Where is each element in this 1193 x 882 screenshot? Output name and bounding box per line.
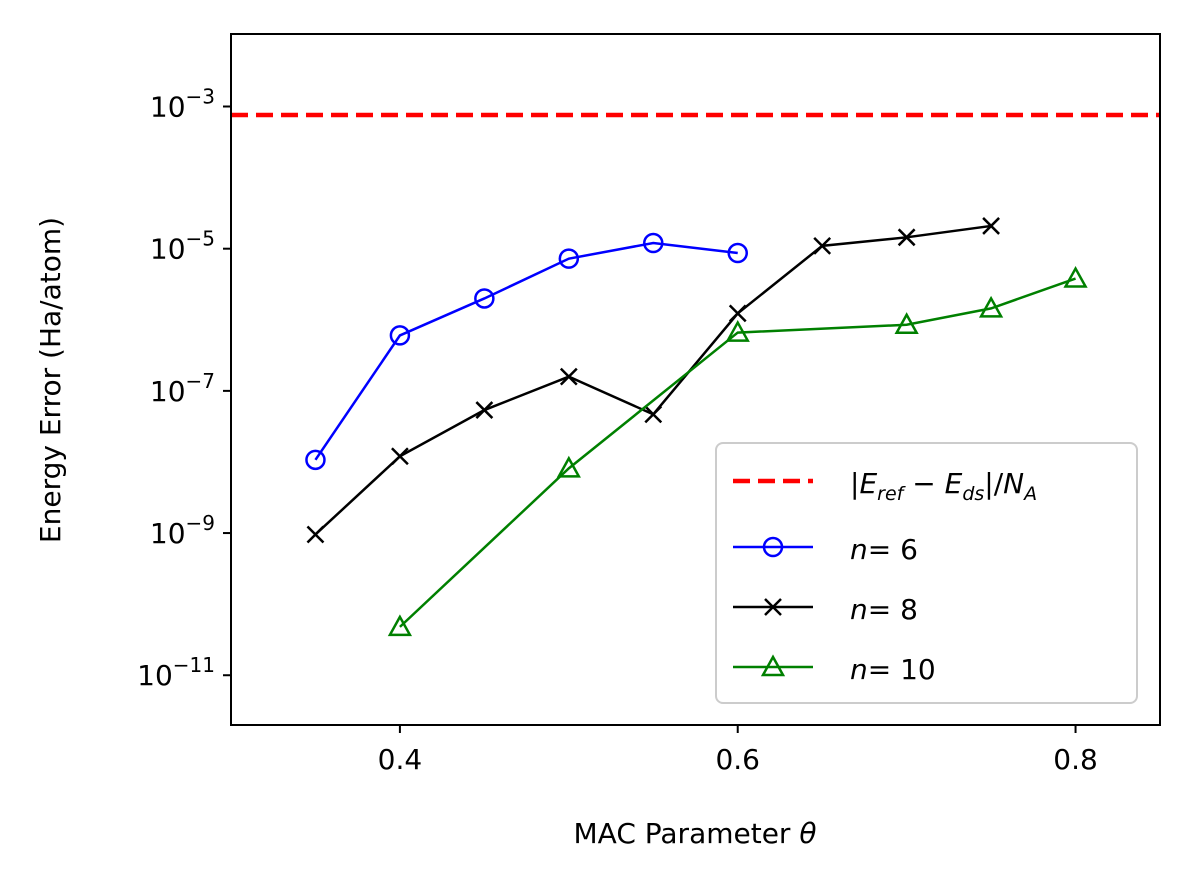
y-tick-base-0: 10 <box>150 91 186 124</box>
series-2-point-2 <box>725 320 750 342</box>
series-2-point-1 <box>556 455 581 478</box>
series-line-2 <box>399 277 1076 628</box>
series-2-point-0 <box>387 614 413 637</box>
y-tick-base-4: 10 <box>137 659 173 692</box>
y-tick-exponent-2: −7 <box>186 369 215 393</box>
x-axis-label: MAC Parameter θ <box>574 817 817 850</box>
legend-swatch-n6 <box>733 536 813 558</box>
legend-label-n8: n= 8 <box>850 593 918 626</box>
series-line-0 <box>314 241 738 461</box>
legend: |Eref − Eds|/NA n= 6 n= 8 n= 10 <box>715 442 1138 704</box>
legend-box <box>715 442 1138 704</box>
x-tick-label-2: 0.8 <box>1053 743 1098 776</box>
series-1-point-4 <box>644 405 663 424</box>
series-0-point-4 <box>643 232 664 254</box>
plot-area <box>231 112 1160 637</box>
series-1-point-6-stroke-b <box>813 236 832 255</box>
series-1-point-3 <box>559 367 578 386</box>
x-tick-label-1: 0.6 <box>715 743 760 776</box>
y-tick-label-2: 10−7 <box>150 369 215 408</box>
series-1-point-6 <box>813 236 832 255</box>
x-axis-ticks: 0.4 0.6 0.8 <box>378 725 1098 776</box>
legend-label-reference: |Eref − Eds|/NA <box>850 467 1037 505</box>
series-1-point-4-stroke-b <box>644 405 663 424</box>
axes-frame <box>230 33 1161 726</box>
legend-swatch-n8 <box>733 598 813 616</box>
legend-label-n6: n= 6 <box>850 533 918 566</box>
y-axis-label: Energy Error (Ha/atom) <box>34 217 67 543</box>
series-1-point-8 <box>982 217 1000 235</box>
y-tick-label-4: 10−11 <box>137 653 215 692</box>
series-0-point-3 <box>558 248 580 269</box>
series-1-point-0 <box>306 525 325 544</box>
series-1-point-3-stroke-b <box>559 367 578 386</box>
series-1-point-7-stroke-b <box>897 228 916 247</box>
legend-marker-2 <box>760 654 786 677</box>
series-0-point-1 <box>389 325 411 346</box>
x-tick-label-0: 0.4 <box>378 743 423 776</box>
legend-marker-1-stroke-b <box>764 598 782 616</box>
series-1-point-2 <box>475 401 494 419</box>
y-tick-label-1: 10−5 <box>150 227 215 266</box>
series-2-point-5 <box>1063 265 1088 288</box>
legend-marker-0 <box>762 536 784 558</box>
series-1-point-5-stroke-b <box>728 304 747 323</box>
series-0-point-2 <box>474 288 495 309</box>
y-tick-base-2: 10 <box>150 375 186 408</box>
series-2-point-3 <box>894 312 919 335</box>
y-tick-base-1: 10 <box>150 233 186 266</box>
series-1-point-1-stroke-b <box>391 447 409 466</box>
series-1-point-1 <box>391 447 409 466</box>
series-1-point-7 <box>897 228 916 247</box>
series-1-point-2-stroke-b <box>475 401 494 419</box>
y-tick-base-3: 10 <box>150 517 186 550</box>
series-0-point-0 <box>305 449 326 471</box>
legend-swatch-n10 <box>733 654 813 677</box>
legend-label-n10: n= 10 <box>850 653 936 686</box>
series-1-point-5 <box>728 304 747 323</box>
y-tick-label-0: 10−3 <box>150 85 215 124</box>
y-tick-exponent-0: −3 <box>186 85 215 109</box>
series-2-point-4 <box>978 295 1004 318</box>
series-1-point-8-stroke-b <box>982 217 1000 235</box>
y-tick-label-3: 10−9 <box>150 511 215 550</box>
series-0-point-5 <box>727 242 748 264</box>
y-tick-exponent-4: −11 <box>173 653 215 677</box>
y-tick-exponent-1: −5 <box>186 227 215 251</box>
legend-marker-1 <box>764 598 782 616</box>
series-1-point-0-stroke-b <box>306 525 325 544</box>
y-axis-ticks: 10−310−510−710−910−11 <box>137 85 231 692</box>
y-tick-exponent-3: −9 <box>186 511 215 535</box>
